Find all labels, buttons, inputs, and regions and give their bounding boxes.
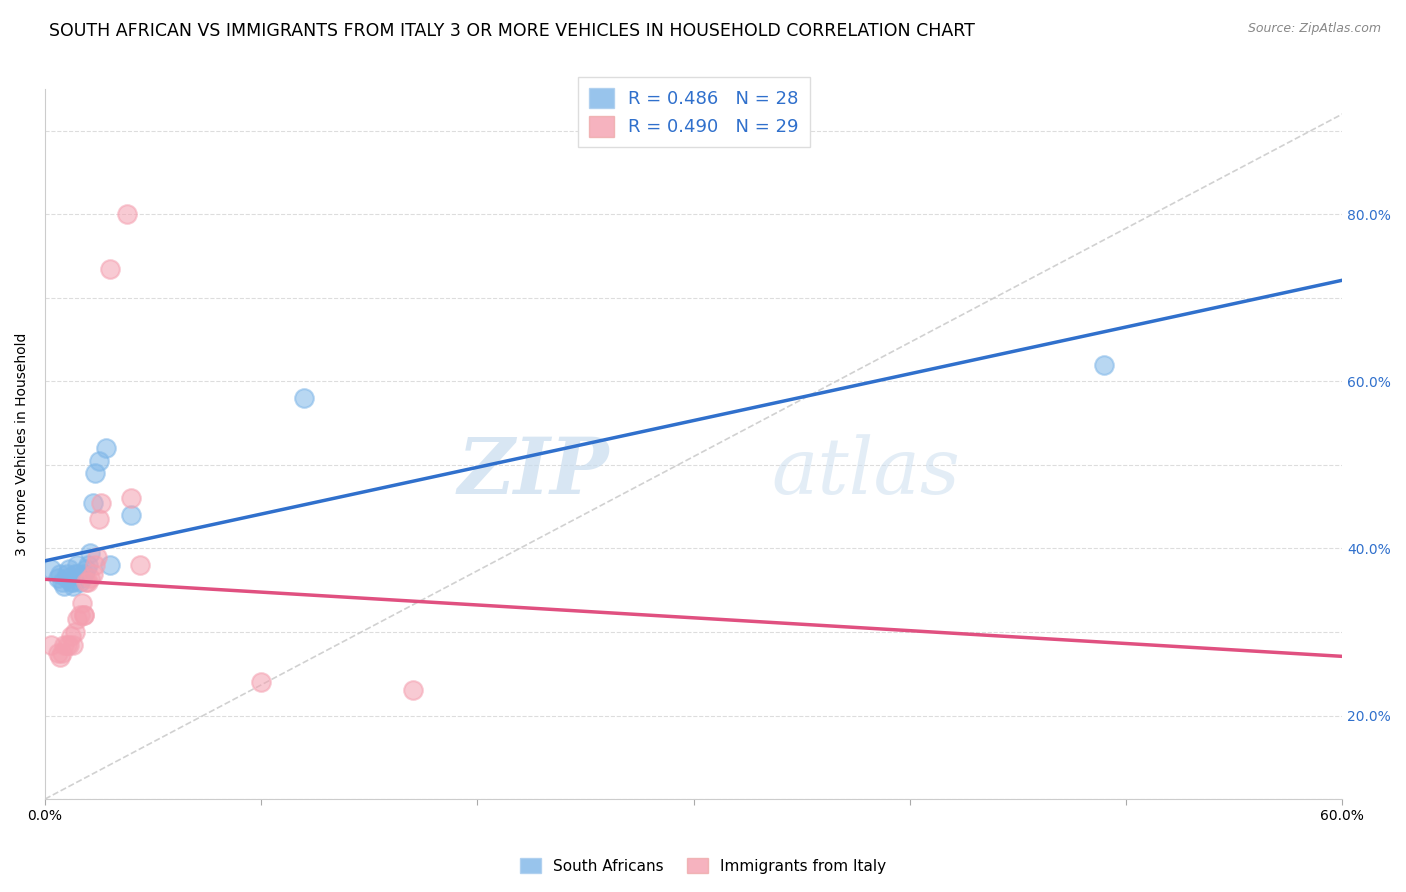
Point (294, 391, 316, 405)
Point (69, 574, 91, 589)
Point (129, 558, 152, 573)
Point (115, 207, 138, 221)
Point (87, 512, 110, 526)
Point (66, 612, 89, 626)
Point (46, 571, 69, 585)
Point (66, 558, 89, 573)
Point (58, 562, 80, 576)
Point (73, 566, 96, 581)
Point (70, 596, 93, 610)
Text: SOUTH AFRICAN VS IMMIGRANTS FROM ITALY 3 OR MORE VEHICLES IN HOUSEHOLD CORRELATI: SOUTH AFRICAN VS IMMIGRANTS FROM ITALY 3… (49, 22, 976, 40)
Point (62, 574, 84, 589)
Point (55, 638, 77, 652)
Point (1094, 358, 1116, 372)
Point (82, 495, 104, 509)
Point (77, 558, 100, 573)
Point (49, 566, 72, 581)
Point (41, 562, 63, 576)
Point (55, 571, 77, 585)
Point (59, 574, 82, 589)
Point (77, 574, 100, 589)
Point (90, 495, 112, 509)
Text: ZIP: ZIP (458, 434, 609, 511)
Point (51, 574, 73, 589)
Point (79, 546, 101, 560)
Point (87, 454, 110, 468)
Point (98, 261, 121, 276)
Point (53, 638, 76, 652)
Point (75, 562, 97, 576)
Point (86, 549, 108, 564)
Point (70, 571, 93, 585)
Point (98, 558, 121, 573)
Legend: South Africans, Immigrants from Italy: South Africans, Immigrants from Italy (513, 852, 893, 880)
Point (120, 508, 142, 522)
Point (75, 574, 97, 589)
Point (58, 638, 80, 652)
Text: Source: ZipAtlas.com: Source: ZipAtlas.com (1247, 22, 1381, 36)
Point (51, 646, 73, 660)
Text: atlas: atlas (772, 434, 960, 510)
Point (401, 683, 423, 698)
Point (65, 566, 87, 581)
Point (59, 629, 82, 643)
Point (79, 571, 101, 585)
Point (46, 646, 69, 660)
Point (55, 566, 77, 581)
Point (73, 608, 96, 623)
Point (69, 608, 91, 623)
Point (53, 579, 76, 593)
Point (66, 566, 89, 581)
Point (94, 441, 117, 455)
Point (65, 625, 87, 640)
Point (62, 638, 84, 652)
Point (83, 467, 105, 481)
Point (82, 566, 104, 581)
Legend: R = 0.486   N = 28, R = 0.490   N = 29: R = 0.486 N = 28, R = 0.490 N = 29 (578, 77, 810, 147)
Point (120, 491, 142, 506)
Y-axis label: 3 or more Vehicles in Household: 3 or more Vehicles in Household (15, 333, 30, 556)
Point (49, 650, 72, 665)
Point (73, 608, 96, 623)
Point (41, 638, 63, 652)
Point (62, 579, 84, 593)
Point (250, 675, 273, 690)
Point (83, 558, 105, 573)
